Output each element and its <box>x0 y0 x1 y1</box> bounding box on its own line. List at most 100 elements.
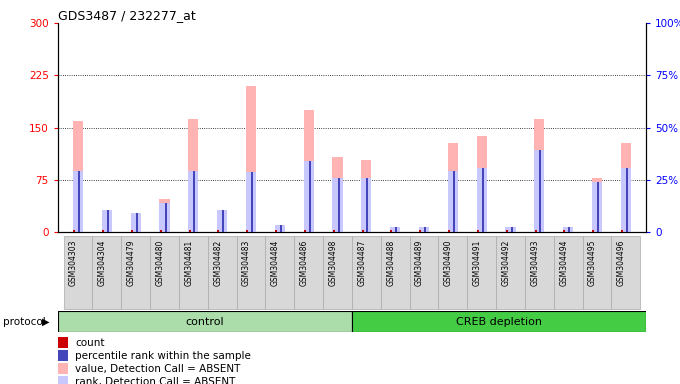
Bar <box>448 230 450 232</box>
Bar <box>482 168 483 232</box>
Bar <box>592 182 602 232</box>
Bar <box>611 236 641 309</box>
Bar <box>338 178 339 232</box>
Text: GSM304486: GSM304486 <box>300 240 309 286</box>
Bar <box>419 227 429 232</box>
Bar <box>597 182 599 232</box>
Text: GSM304488: GSM304488 <box>386 240 395 286</box>
Bar <box>361 161 371 232</box>
Text: count: count <box>75 338 105 348</box>
Text: GSM304304: GSM304304 <box>98 240 107 286</box>
Bar <box>194 171 195 232</box>
Bar <box>506 230 508 232</box>
Bar <box>333 178 343 232</box>
Bar <box>333 157 343 232</box>
Bar <box>304 230 306 232</box>
Text: GSM304482: GSM304482 <box>213 240 222 286</box>
Bar <box>188 119 199 232</box>
Text: CREB depletion: CREB depletion <box>456 316 542 327</box>
Text: control: control <box>186 316 224 327</box>
Bar <box>160 230 162 232</box>
Bar <box>121 236 150 309</box>
Bar <box>246 230 248 232</box>
Bar <box>107 210 109 232</box>
Bar <box>453 171 455 232</box>
Bar <box>477 168 487 232</box>
Bar <box>563 227 573 232</box>
Text: GSM304493: GSM304493 <box>530 240 539 286</box>
Bar <box>323 236 352 309</box>
Bar <box>447 171 458 232</box>
Text: GDS3487 / 232277_at: GDS3487 / 232277_at <box>58 9 196 22</box>
Text: GSM304483: GSM304483 <box>242 240 251 286</box>
Bar <box>381 236 409 309</box>
Bar <box>246 86 256 232</box>
Bar <box>78 171 80 232</box>
Bar <box>58 311 352 332</box>
Bar <box>621 230 623 232</box>
Bar <box>73 230 75 232</box>
Text: GSM304484: GSM304484 <box>271 240 279 286</box>
Text: rank, Detection Call = ABSENT: rank, Detection Call = ABSENT <box>75 377 236 384</box>
Bar <box>352 311 646 332</box>
Bar <box>218 230 220 232</box>
Text: percentile rank within the sample: percentile rank within the sample <box>75 351 252 361</box>
Bar <box>251 172 253 232</box>
Bar <box>131 230 133 232</box>
Bar <box>568 227 571 232</box>
Bar <box>188 230 190 232</box>
Bar <box>73 121 83 232</box>
Bar <box>275 225 285 232</box>
Bar <box>207 236 237 309</box>
Bar <box>534 119 545 232</box>
Bar <box>150 236 179 309</box>
Bar <box>159 199 169 232</box>
Bar <box>409 236 439 309</box>
Bar <box>592 230 594 232</box>
Bar <box>621 143 631 232</box>
Bar <box>534 150 545 232</box>
Bar <box>534 230 537 232</box>
Bar <box>237 236 265 309</box>
Bar <box>58 363 69 374</box>
Bar <box>564 230 565 232</box>
Text: GSM304498: GSM304498 <box>328 240 337 286</box>
Bar <box>73 171 83 232</box>
Bar <box>275 225 285 232</box>
Bar <box>439 236 467 309</box>
Bar <box>136 213 138 232</box>
Text: GSM304496: GSM304496 <box>617 240 626 286</box>
Bar <box>303 161 313 232</box>
Bar <box>390 227 401 232</box>
Bar <box>563 227 573 232</box>
Text: GSM304303: GSM304303 <box>69 240 78 286</box>
Text: GSM304479: GSM304479 <box>126 240 135 286</box>
Bar <box>275 230 277 232</box>
Bar <box>309 161 311 232</box>
Bar <box>58 376 69 384</box>
Text: value, Detection Call = ABSENT: value, Detection Call = ABSENT <box>75 364 241 374</box>
Bar <box>294 236 323 309</box>
Bar <box>477 230 479 232</box>
Bar <box>352 236 381 309</box>
Bar <box>583 236 611 309</box>
Bar <box>92 236 121 309</box>
Text: ▶: ▶ <box>42 316 50 327</box>
Bar <box>280 225 282 232</box>
Bar <box>362 230 364 232</box>
Text: GSM304491: GSM304491 <box>473 240 481 286</box>
Bar <box>592 178 602 232</box>
Text: GSM304490: GSM304490 <box>444 240 453 286</box>
Bar <box>58 338 69 348</box>
Text: GSM304480: GSM304480 <box>156 240 165 286</box>
Bar <box>58 350 69 361</box>
Text: GSM304489: GSM304489 <box>415 240 424 286</box>
Bar <box>333 230 335 232</box>
Bar <box>390 230 392 232</box>
Bar <box>222 210 224 232</box>
Bar <box>511 227 513 232</box>
Bar <box>505 227 515 232</box>
Text: protocol: protocol <box>3 316 46 327</box>
Bar <box>424 227 426 232</box>
Text: GSM304487: GSM304487 <box>357 240 367 286</box>
